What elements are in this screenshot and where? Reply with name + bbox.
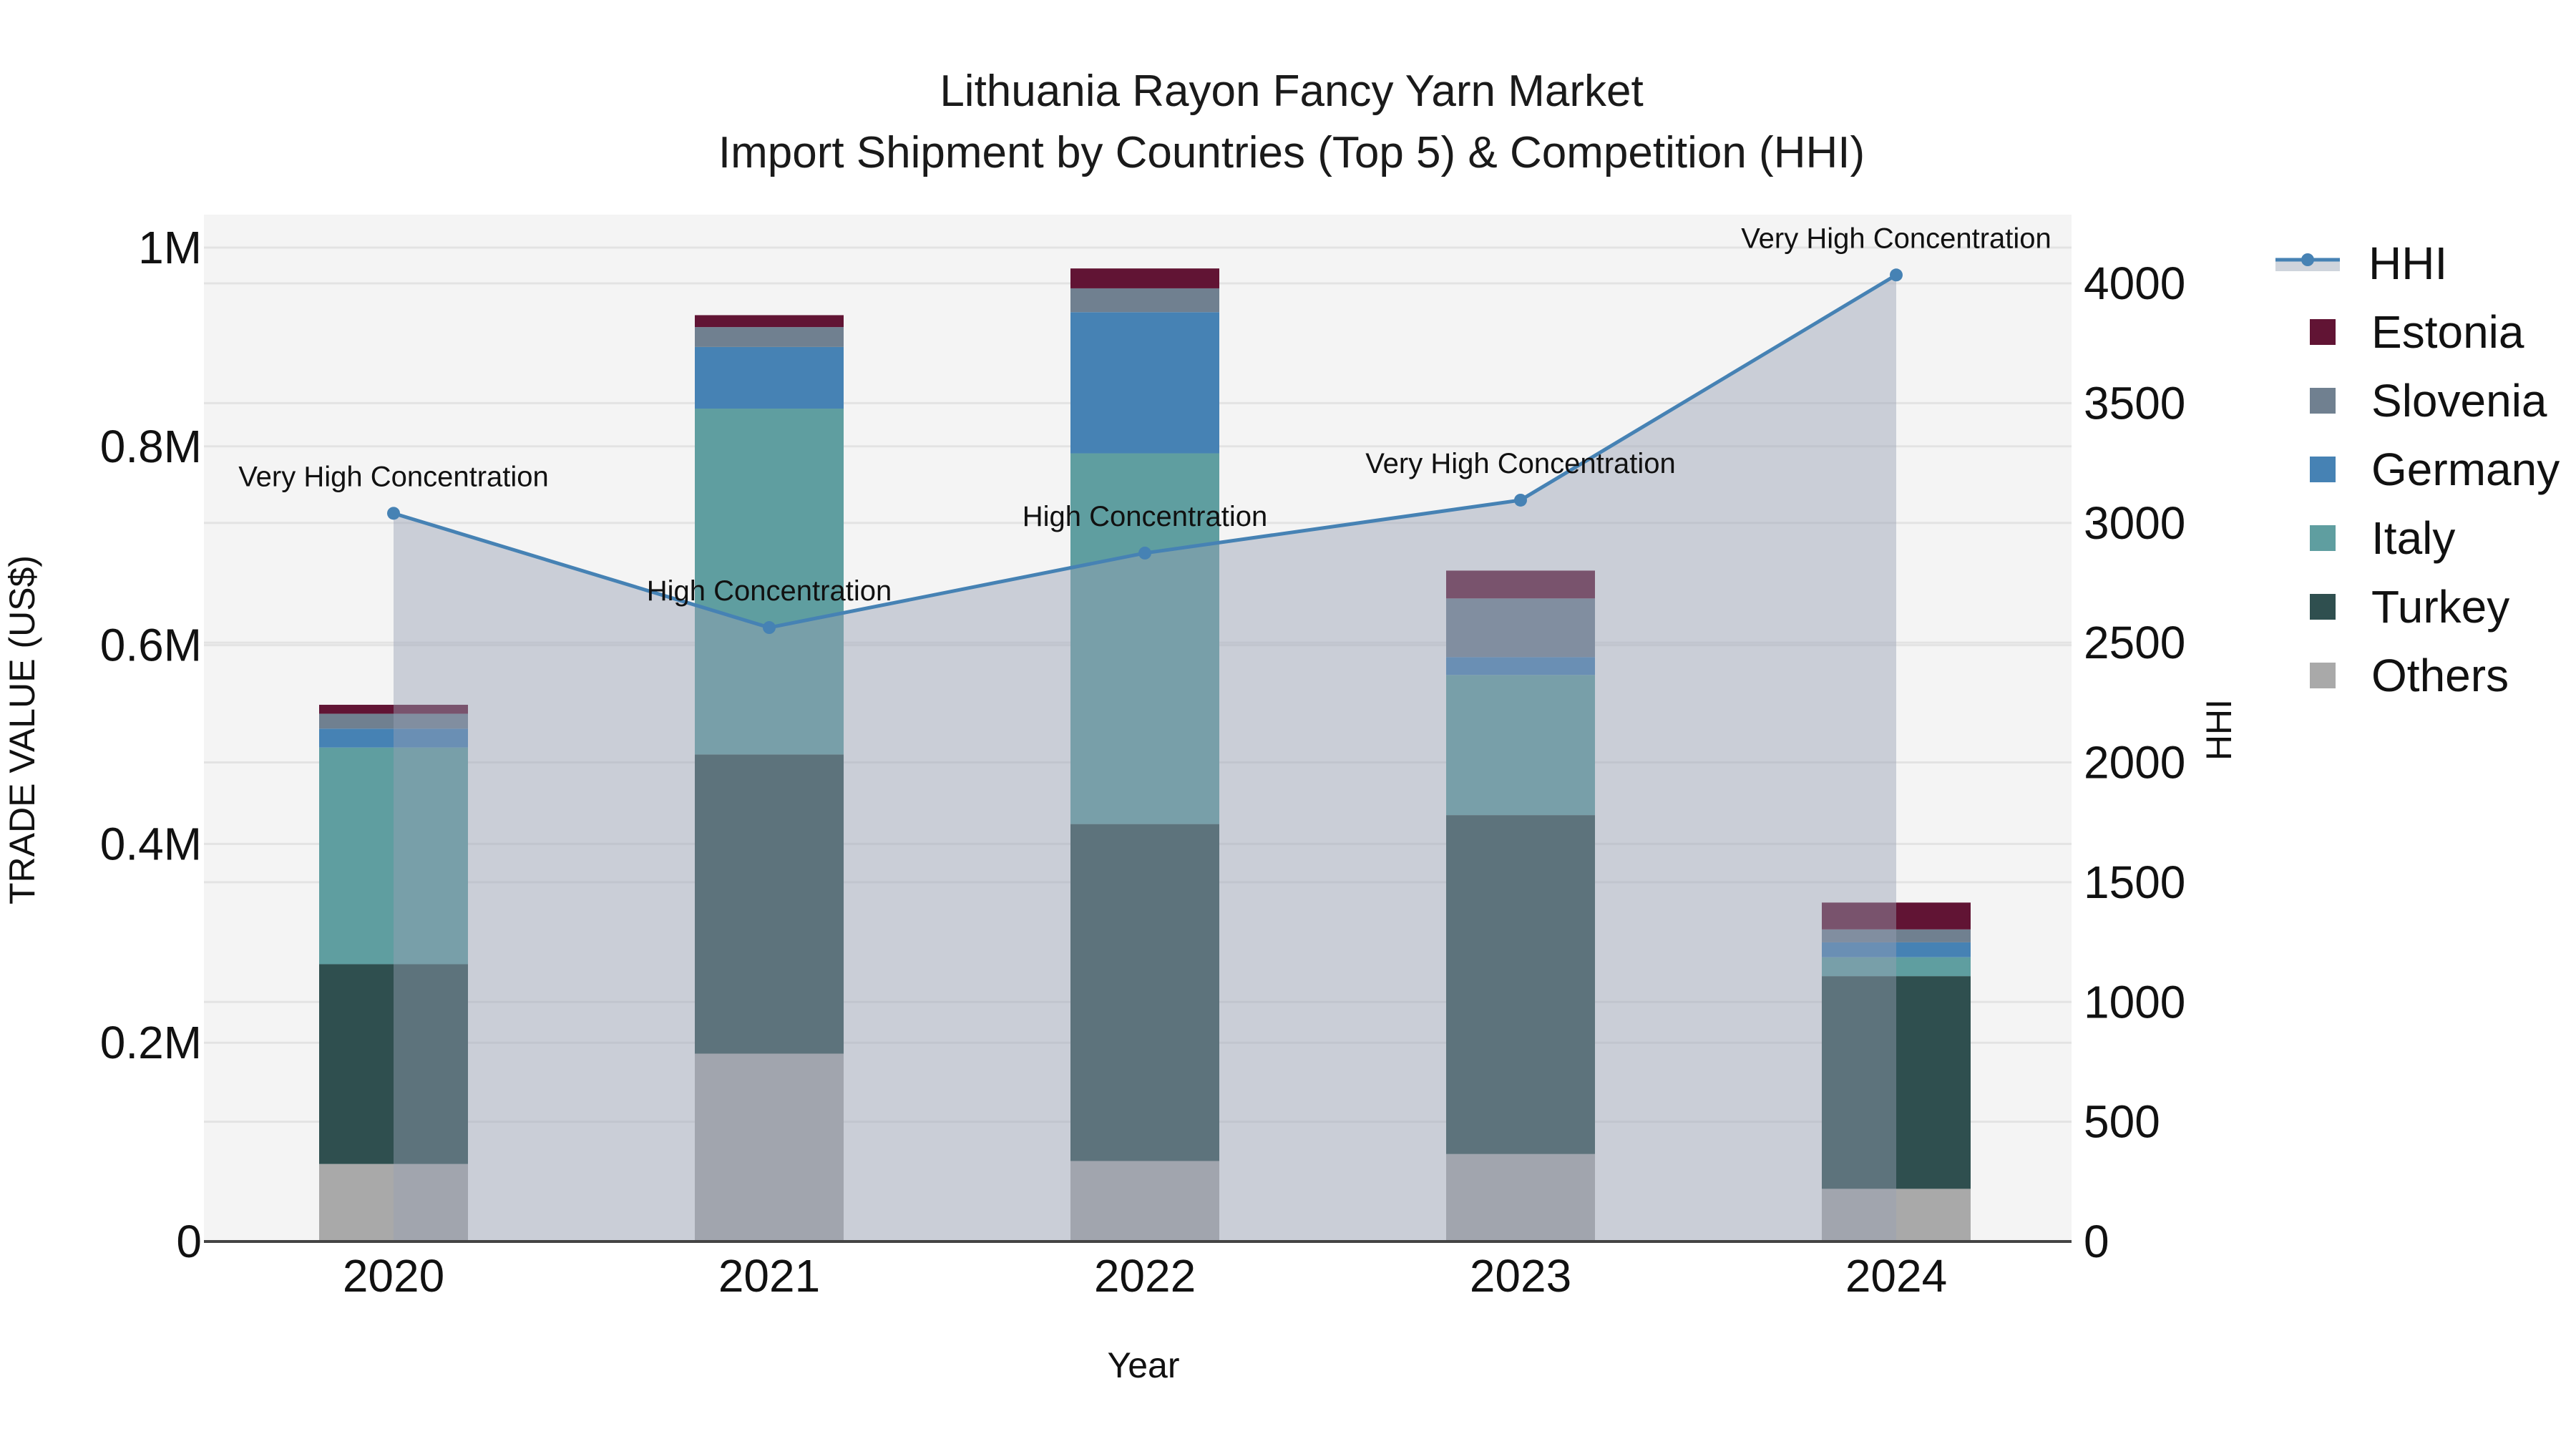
y-left-tick-label: 0.2M (100, 1017, 202, 1068)
bar-segment-slovenia-2024[interactable] (1822, 929, 1971, 942)
bar-segment-italy-2020[interactable] (319, 747, 468, 965)
bar-segment-turkey-2021[interactable] (695, 754, 844, 1054)
bar-segment-italy-2023[interactable] (1446, 675, 1595, 816)
color-swatch-icon (2310, 388, 2336, 414)
y-left-axis-title: TRADE VALUE (US$) (2, 555, 42, 904)
chart-title-line1: Lithuania Rayon Fancy Yarn Market (940, 67, 1644, 116)
bar-segment-estonia-2023[interactable] (1446, 570, 1595, 599)
y-right-tick-label: 4000 (2084, 258, 2185, 309)
legend-item-italy[interactable]: Italy (2275, 504, 2560, 572)
hhi-point-2024[interactable] (1890, 268, 1903, 282)
hhi-annotation: Very High Concentration (1365, 448, 1676, 479)
color-swatch-icon (2310, 457, 2336, 482)
x-tick-label: 2020 (343, 1250, 444, 1302)
bar-segment-estonia-2022[interactable] (1070, 268, 1219, 288)
legend-label: Germany (2371, 444, 2560, 495)
color-swatch-icon (2310, 594, 2336, 620)
bar-segment-others-2020[interactable] (319, 1163, 468, 1241)
y-left-tick-label: 1M (138, 222, 202, 273)
bar-segment-others-2021[interactable] (695, 1053, 844, 1241)
hhi-annotation: Very High Concentration (238, 461, 549, 492)
hhi-point-2021[interactable] (763, 621, 776, 635)
y-right-axis-title: HHI (2199, 699, 2239, 761)
legend: HHI Estonia Slovenia Germany Italy Turkey Othe… (2275, 229, 2560, 710)
bar-segment-slovenia-2020[interactable] (319, 713, 468, 729)
bar-segment-others-2022[interactable] (1070, 1161, 1219, 1241)
bar-segment-others-2024[interactable] (1822, 1189, 1971, 1241)
bar-segment-germany-2022[interactable] (1070, 312, 1219, 454)
bar-segment-slovenia-2021[interactable] (695, 327, 844, 347)
legend-item-turkey[interactable]: Turkey (2275, 572, 2560, 641)
hhi-point-2020[interactable] (387, 507, 400, 520)
legend-item-estonia[interactable]: Estonia (2275, 298, 2560, 366)
hhi-annotation: Very High Concentration (1741, 223, 2051, 254)
legend-item-hhi[interactable]: HHI (2275, 229, 2560, 298)
bar-segment-germany-2021[interactable] (695, 346, 844, 409)
legend-item-others[interactable]: Others (2275, 641, 2560, 710)
bar-segment-italy-2022[interactable] (1070, 453, 1219, 824)
x-tick-label: 2021 (718, 1250, 820, 1302)
legend-label: Slovenia (2371, 375, 2547, 426)
bar-segment-estonia-2020[interactable] (319, 704, 468, 714)
hhi-annotation: High Concentration (647, 575, 892, 607)
y-right-tick-label: 3500 (2084, 377, 2185, 429)
hhi-point-2022[interactable] (1138, 546, 1151, 560)
bar-segment-estonia-2024[interactable] (1822, 902, 1971, 930)
y-right-tick-label: 3000 (2084, 497, 2185, 549)
bar-segment-turkey-2022[interactable] (1070, 824, 1219, 1161)
y-right-tick-label: 2500 (2084, 617, 2185, 668)
legend-item-slovenia[interactable]: Slovenia (2275, 366, 2560, 435)
y-left-tick-label: 0.6M (100, 620, 202, 671)
line-marker-icon (2275, 253, 2340, 274)
hhi-point-2023[interactable] (1514, 493, 1527, 507)
y-left-tick-label: 0.4M (100, 818, 202, 869)
bar-segment-italy-2024[interactable] (1822, 957, 1971, 977)
bar-segment-turkey-2023[interactable] (1446, 815, 1595, 1154)
bar-segment-estonia-2021[interactable] (695, 315, 844, 328)
y-right-tick-label: 0 (2084, 1216, 2109, 1267)
legend-label: Others (2371, 650, 2509, 701)
bar-segment-turkey-2020[interactable] (319, 964, 468, 1164)
hhi-area (394, 275, 1896, 1242)
bar-segment-slovenia-2023[interactable] (1446, 598, 1595, 658)
x-axis-title: Year (1107, 1345, 1179, 1385)
y-right-tick-label: 1000 (2084, 976, 2185, 1028)
color-swatch-icon (2310, 525, 2336, 551)
legend-label: Italy (2371, 512, 2456, 564)
y-left-tick-label: 0 (176, 1216, 202, 1267)
bar-segment-slovenia-2022[interactable] (1070, 288, 1219, 313)
bar-segment-others-2023[interactable] (1446, 1153, 1595, 1241)
y-right-tick-label: 500 (2084, 1096, 2160, 1148)
legend-label: Turkey (2371, 581, 2510, 633)
y-right-tick-label: 1500 (2084, 857, 2185, 908)
bar-segment-italy-2021[interactable] (695, 409, 844, 755)
bar-segment-germany-2020[interactable] (319, 728, 468, 748)
y-left-tick-label: 0.8M (100, 421, 202, 472)
bar-segment-germany-2023[interactable] (1446, 657, 1595, 675)
chart-title-line2: Import Shipment by Countries (Top 5) & C… (718, 128, 1865, 177)
hhi-annotation: High Concentration (1023, 501, 1267, 532)
legend-label: HHI (2368, 238, 2448, 289)
color-swatch-icon (2310, 319, 2336, 345)
x-tick-label: 2022 (1094, 1250, 1196, 1302)
legend-label: Estonia (2371, 306, 2524, 358)
bar-segment-turkey-2024[interactable] (1822, 976, 1971, 1189)
color-swatch-icon (2310, 663, 2336, 688)
bar-segment-germany-2024[interactable] (1822, 942, 1971, 957)
x-tick-label: 2024 (1845, 1250, 1947, 1302)
legend-item-germany[interactable]: Germany (2275, 435, 2560, 504)
y-right-tick-label: 2000 (2084, 737, 2185, 789)
x-tick-label: 2023 (1470, 1250, 1571, 1302)
